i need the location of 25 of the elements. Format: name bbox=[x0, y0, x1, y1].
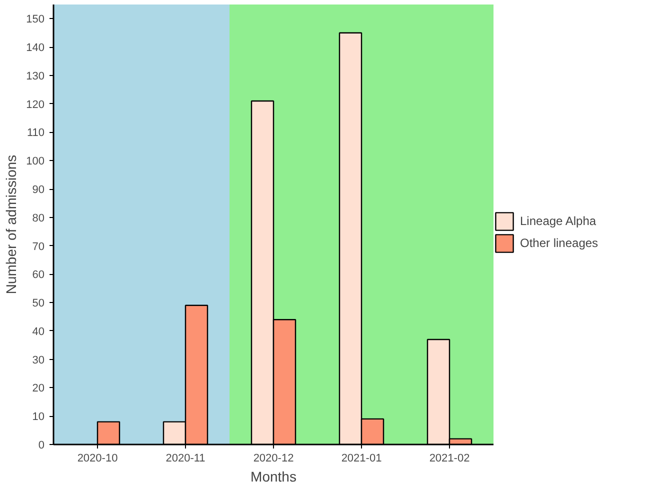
legend-label: Lineage Alpha bbox=[520, 214, 596, 228]
legend-label: Other lineages bbox=[520, 236, 598, 250]
y-tick-label: 110 bbox=[26, 127, 45, 140]
x-tick-label: 2020-10 bbox=[77, 452, 118, 464]
y-tick-label: 20 bbox=[32, 382, 45, 395]
y-tick-label: 80 bbox=[32, 212, 45, 224]
y-tick-label: 40 bbox=[32, 326, 45, 338]
y-tick-label: 60 bbox=[32, 269, 45, 282]
y-tick-label: 150 bbox=[26, 14, 45, 26]
y-tick-label: 130 bbox=[26, 70, 45, 82]
y-tick-label: 30 bbox=[32, 354, 45, 366]
y-tick-label: 100 bbox=[26, 156, 45, 168]
x-tick-label: 2021-02 bbox=[429, 452, 470, 464]
x-tick-label: 2020-11 bbox=[166, 452, 206, 464]
x-tick-label: 2020-12 bbox=[253, 452, 294, 464]
y-tick-label: 120 bbox=[26, 98, 45, 111]
y-axis-title: Number of admissions bbox=[3, 154, 20, 294]
y-tick-label: 0 bbox=[38, 440, 45, 452]
x-axis-title: Months bbox=[250, 468, 296, 482]
y-tick-label: 70 bbox=[32, 240, 45, 253]
y-tick-label: 50 bbox=[32, 298, 45, 310]
y-tick-label: 10 bbox=[32, 411, 45, 424]
x-tick-label: 2021-01 bbox=[341, 452, 382, 464]
y-tick-label: 140 bbox=[26, 42, 45, 54]
y-tick-label: 90 bbox=[32, 184, 45, 196]
